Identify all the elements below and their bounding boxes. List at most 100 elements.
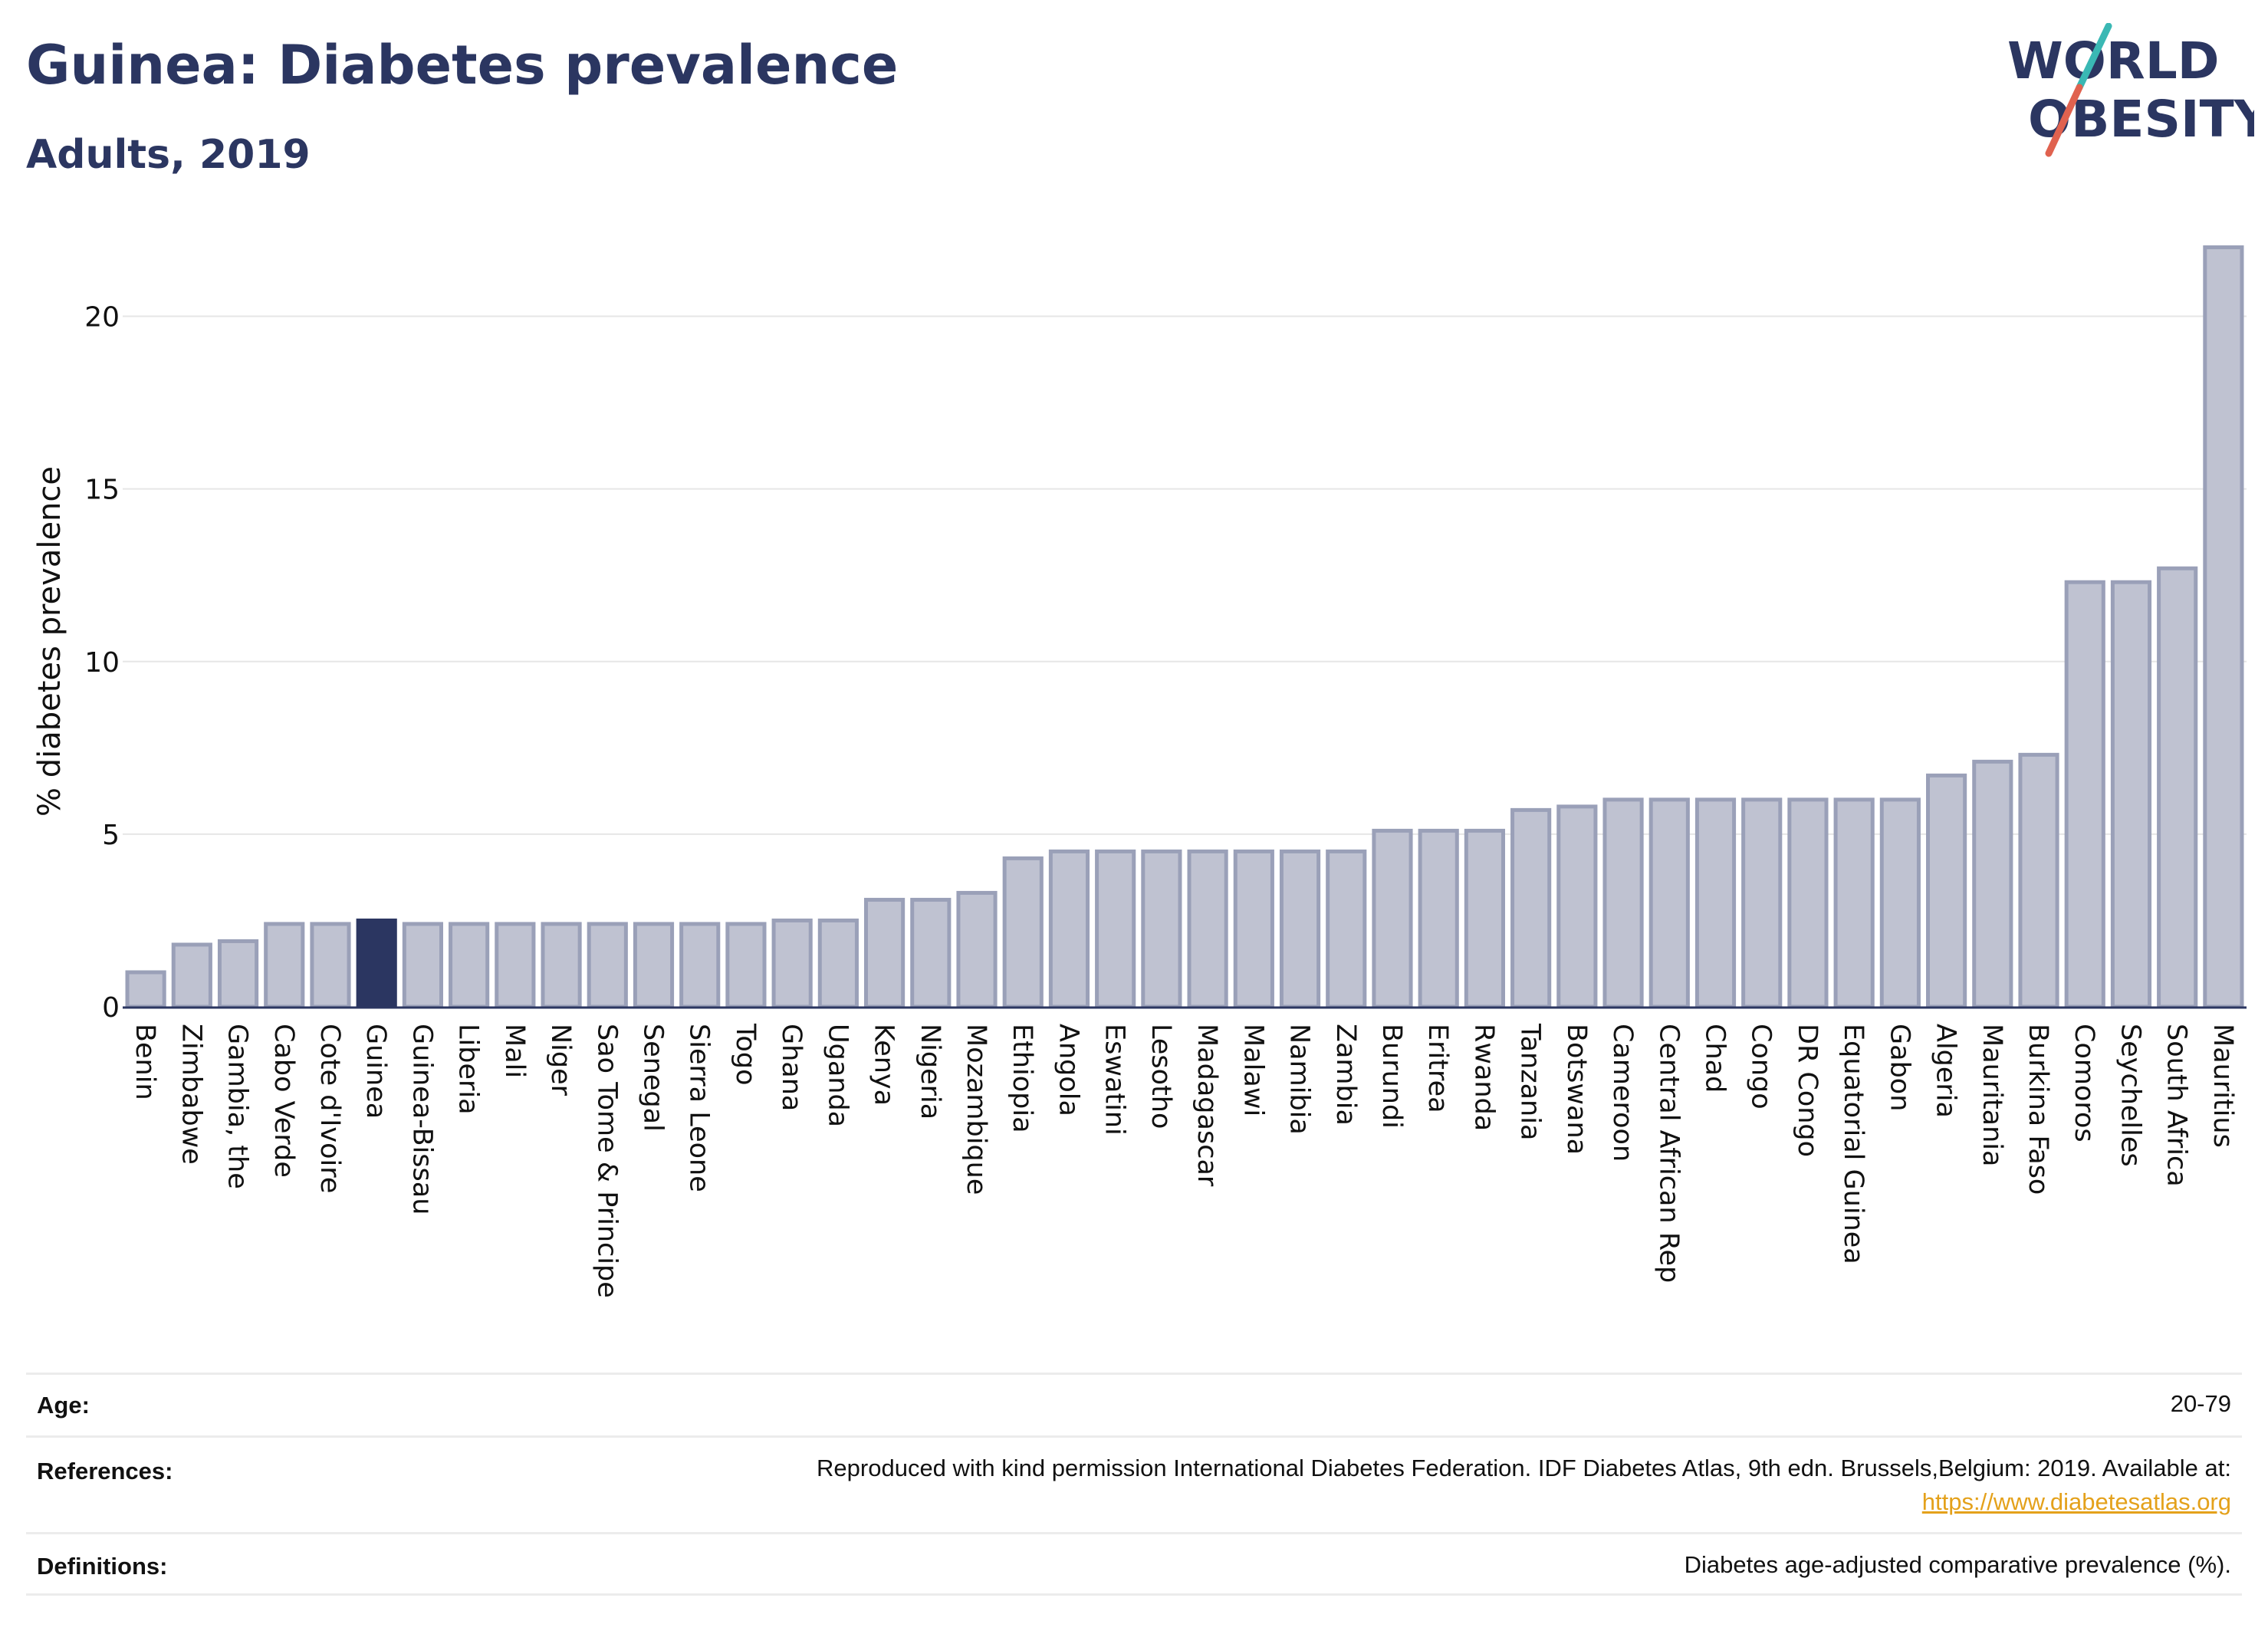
references-link[interactable]: https://www.diabetesatlas.org (1921, 1488, 2231, 1515)
bar (1510, 807, 1552, 1009)
bar (633, 922, 675, 1009)
x-tick-label: Madagascar (1192, 1024, 1222, 1187)
x-tick-label: Chad (1700, 1024, 1731, 1093)
bar (1648, 797, 1690, 1009)
x-tick-label: Nigeria (915, 1024, 945, 1119)
bar (2157, 566, 2198, 1009)
age-label: Age: (37, 1392, 90, 1419)
x-tick-label: Sierra Leone (684, 1024, 715, 1192)
logo-slash-top (2076, 23, 2112, 91)
x-tick-label: Angola (1053, 1024, 1083, 1116)
x-tick-label: Niger (545, 1024, 576, 1096)
x-tick-label: Senegal (638, 1024, 669, 1132)
x-tick-label: Rwanda (1468, 1024, 1499, 1131)
bar (541, 922, 582, 1009)
bars (125, 245, 2244, 1009)
x-tick-label: Liberia (453, 1024, 484, 1115)
x-tick-label: Guinea-Bissau (406, 1024, 437, 1215)
x-tick-label: Burundi (1376, 1024, 1407, 1129)
x-tick-label: Cameroon (1607, 1024, 1638, 1162)
bar (1787, 797, 1829, 1009)
x-tick-label: Ethiopia (1007, 1024, 1037, 1133)
world-obesity-logo: WORLD OBESITY (2007, 23, 2254, 157)
y-tick-label: 20 (84, 302, 120, 334)
bar (217, 939, 259, 1009)
bar (2203, 245, 2244, 1009)
x-tick-label: Namibia (1284, 1024, 1315, 1135)
bar (1372, 828, 1413, 1009)
bar (1326, 849, 1367, 1009)
x-tick-label: Zimbabwe (176, 1024, 206, 1165)
age-value: 20-79 (2170, 1390, 2231, 1417)
bar (125, 970, 166, 1009)
x-tick-label: Gambia, the (222, 1024, 253, 1189)
bar (817, 918, 859, 1009)
bar (1187, 849, 1228, 1009)
bar (2110, 580, 2152, 1009)
x-tick-label: Comoros (2069, 1024, 2099, 1142)
bar (1694, 797, 1737, 1009)
x-tick-label: Eswatini (1099, 1024, 1130, 1136)
bar (1833, 797, 1875, 1009)
page-subtitle: Adults, 2019 (26, 132, 311, 178)
bar (1926, 773, 1967, 1009)
logo-slash-bottom (2045, 84, 2083, 157)
info-row-references: References: Reproduced with kind permiss… (26, 1435, 2242, 1533)
bar (171, 942, 212, 1009)
bar (1141, 849, 1182, 1009)
y-tick-label: 15 (84, 475, 120, 506)
x-tick-label: Congo (1746, 1024, 1777, 1110)
x-tick-label: Algeria (1931, 1024, 1961, 1118)
references-value: Reproduced with kind permission Internat… (817, 1452, 2231, 1519)
x-tick-label: Botswana (1561, 1024, 1592, 1155)
grid-layer (123, 315, 2247, 835)
bar (264, 922, 305, 1009)
definitions-label: Definitions: (37, 1553, 168, 1580)
bar (310, 922, 351, 1009)
x-tick-label: Mauritania (1977, 1024, 2007, 1166)
bar (679, 922, 721, 1009)
bar (2018, 752, 2059, 1009)
x-tick-label: Tanzania (1515, 1023, 1546, 1140)
x-tick-label: Ghana (776, 1024, 807, 1111)
x-tick-label: Gabon (1884, 1024, 1915, 1111)
bar (1418, 828, 1459, 1009)
bar (725, 922, 767, 1009)
x-tick-label: Benin (130, 1024, 160, 1100)
bar (910, 897, 952, 1009)
x-tick-label: Burkina Faso (2023, 1024, 2053, 1195)
x-tick-label: Seychelles (2115, 1024, 2145, 1167)
page-title: Guinea: Diabetes prevalence (26, 34, 899, 97)
bar (1279, 849, 1321, 1009)
bar (864, 897, 906, 1009)
x-tick-label: Cabo Verde (268, 1024, 299, 1178)
bar (356, 918, 397, 1009)
x-tick-label: Guinea (360, 1024, 391, 1119)
bar (1602, 797, 1644, 1009)
y-tick-label: 5 (102, 820, 120, 851)
x-tick-label: Zambia (1330, 1024, 1361, 1126)
bar-chart: 0 5 10 15 20 Benin Zimbabwe Gambia, the Cabo Ve… (32, 245, 2247, 1298)
bar (1556, 804, 1598, 1009)
x-tick-label: Cote d'Ivoire (314, 1024, 345, 1193)
logo-line1: WORLD (2007, 31, 2220, 90)
x-tick-label: Mozambique (961, 1024, 991, 1195)
references-text: Reproduced with kind permission Internat… (817, 1455, 2231, 1481)
definitions-value: Diabetes age-adjusted comparative preval… (1684, 1551, 2231, 1578)
y-tick-label: 10 (84, 647, 120, 679)
bar (1741, 797, 1783, 1009)
bar (495, 922, 536, 1009)
bar (1048, 849, 1090, 1009)
x-tick-label: Malawi (1238, 1024, 1268, 1116)
x-tick-label: Central African Rep (1653, 1024, 1684, 1283)
table-bottom-border (26, 1593, 2242, 1596)
bar (1972, 759, 2013, 1009)
bar (1002, 856, 1044, 1009)
y-axis-label: % diabetes prevalence (32, 466, 67, 817)
x-tick-label: Equatorial Guinea (1838, 1024, 1869, 1264)
bar (2064, 580, 2105, 1009)
x-tick-label: South Africa (2161, 1024, 2192, 1187)
y-tick-labels: 0 5 10 15 20 (84, 302, 120, 1024)
y-tick-label: 0 (102, 992, 120, 1024)
x-tick-labels: Benin Zimbabwe Gambia, the Cabo Verde Cote d… (130, 1023, 2238, 1298)
